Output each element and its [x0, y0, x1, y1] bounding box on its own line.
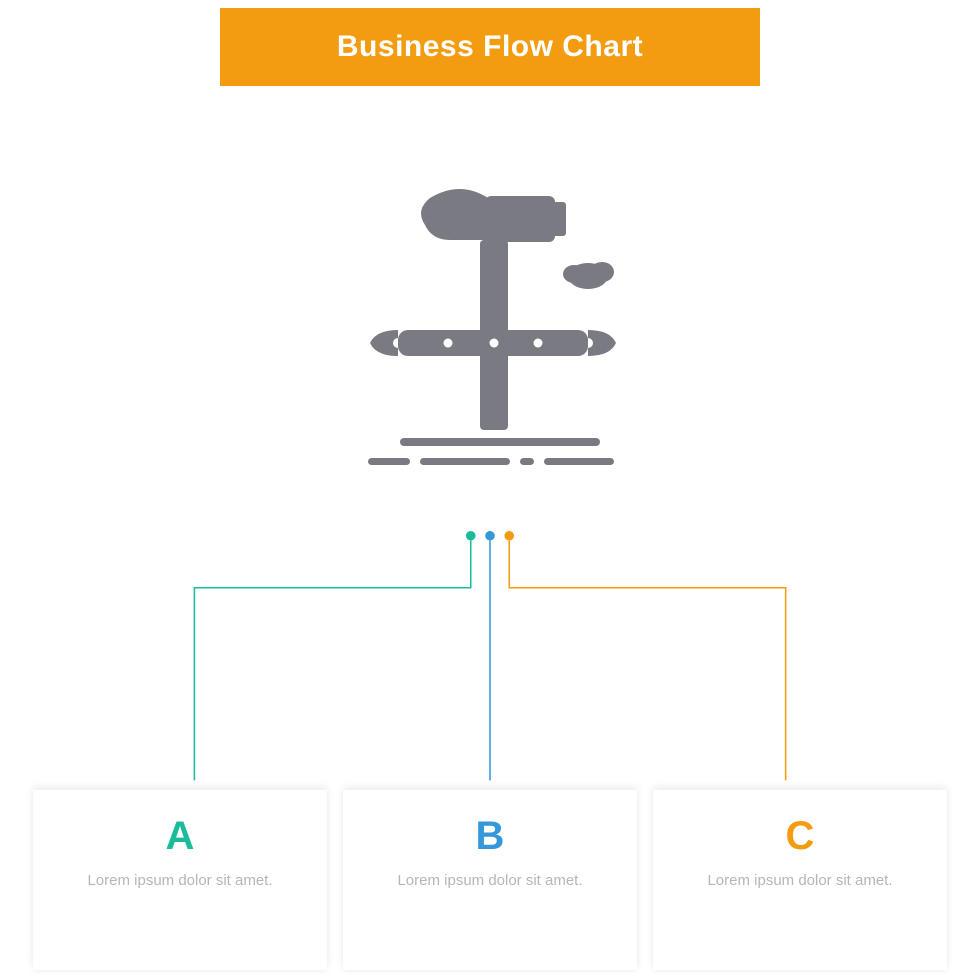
card-text-a: Lorem ipsum dolor sit amet.	[55, 870, 305, 891]
tools-icon	[320, 180, 660, 480]
connector-line-a	[194, 541, 470, 781]
connector-dot-b	[485, 531, 495, 541]
connector-line-c	[509, 541, 785, 781]
card-letter-b: B	[365, 816, 615, 856]
card-text-c: Lorem ipsum dolor sit amet.	[675, 870, 925, 891]
card-b: B Lorem ipsum dolor sit amet.	[343, 790, 637, 970]
page-title: Business Flow Chart	[337, 30, 643, 64]
card-text-b: Lorem ipsum dolor sit amet.	[365, 870, 615, 891]
card-letter-a: A	[55, 816, 305, 856]
connector-dot-a	[466, 531, 476, 541]
connector-lines	[0, 530, 980, 790]
card-c: C Lorem ipsum dolor sit amet.	[653, 790, 947, 970]
title-band: Business Flow Chart	[220, 8, 760, 86]
card-a: A Lorem ipsum dolor sit amet.	[33, 790, 327, 970]
connector-dot-c	[504, 531, 514, 541]
card-letter-c: C	[675, 816, 925, 856]
cards-row: A Lorem ipsum dolor sit amet. B Lorem ip…	[33, 790, 947, 970]
